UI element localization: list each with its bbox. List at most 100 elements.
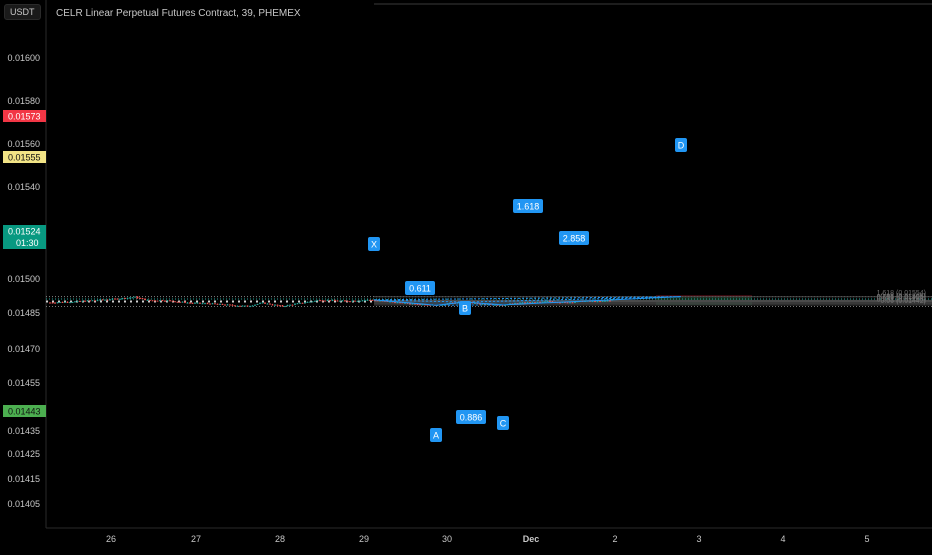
- candle-body: [267, 304, 269, 305]
- candle-body: [607, 301, 609, 302]
- candle-body: [252, 306, 254, 307]
- x-tick-label: 5: [864, 534, 869, 544]
- candle-body: [197, 303, 199, 304]
- candle-body: [164, 301, 166, 302]
- y-tick-label: 0.01455: [7, 378, 40, 388]
- candle-body: [102, 299, 104, 300]
- candle-body: [189, 303, 191, 304]
- ratio-label: 1.618: [517, 202, 540, 212]
- candle-body: [287, 305, 289, 306]
- candle-body: [292, 305, 294, 306]
- candle-body: [569, 302, 571, 303]
- fib-label: 0.06 (0.01442): [880, 298, 926, 305]
- candle-body: [284, 306, 286, 307]
- candle-body: [64, 302, 66, 303]
- candle-body: [609, 301, 611, 302]
- candle-body: [247, 306, 249, 307]
- candle-body: [322, 300, 324, 301]
- candle-body: [207, 303, 209, 304]
- candle-body: [227, 304, 229, 305]
- ratio-label: 2.858: [563, 234, 586, 244]
- candle-body: [357, 301, 359, 302]
- candle-body: [57, 302, 59, 303]
- candle-body: [604, 301, 606, 302]
- candle-body: [202, 303, 204, 304]
- currency-button[interactable]: USDT: [4, 4, 41, 20]
- candle-body: [574, 302, 576, 303]
- candle-body: [299, 303, 301, 304]
- candle-body: [342, 300, 344, 301]
- y-tick-label: 0.01560: [7, 139, 40, 149]
- candle-body: [249, 306, 251, 307]
- candle-body: [52, 303, 54, 304]
- candle-body: [89, 300, 91, 301]
- candle-body: [362, 300, 364, 301]
- y-tick-label: 0.01415: [7, 474, 40, 484]
- x-tick-label: 4: [780, 534, 785, 544]
- candle-body: [339, 301, 341, 302]
- candle-body: [127, 298, 129, 299]
- candle-body: [349, 301, 351, 302]
- candle-body: [304, 303, 306, 304]
- candle-body: [364, 300, 366, 301]
- candle-body: [274, 305, 276, 306]
- pattern-point-label: B: [462, 304, 468, 314]
- candle-body: [359, 301, 361, 302]
- pattern-point-label: X: [371, 240, 377, 250]
- price-badge-label: 0.01555: [8, 153, 41, 163]
- candle-body: [142, 298, 144, 299]
- candle-body: [92, 300, 94, 301]
- candle-body: [222, 304, 224, 305]
- candle-body: [112, 299, 114, 300]
- chart-title: CELR Linear Perpetual Futures Contract, …: [56, 8, 301, 19]
- candle-body: [397, 302, 399, 303]
- candle-body: [289, 305, 291, 306]
- candle-body: [179, 302, 181, 303]
- candle-body: [184, 302, 186, 303]
- candle-body: [219, 304, 221, 305]
- candle-body: [367, 300, 369, 301]
- candle-body: [347, 301, 349, 302]
- candle-body: [599, 301, 601, 302]
- candle-body: [132, 297, 134, 298]
- candle-body: [232, 305, 234, 306]
- candle-body: [317, 300, 319, 301]
- countdown-label: 01:30: [16, 238, 39, 248]
- candle-body: [212, 303, 214, 304]
- candle-body: [254, 305, 256, 306]
- candle-body: [237, 306, 239, 307]
- candle-body: [104, 300, 106, 301]
- candle-body: [277, 305, 279, 306]
- candle-body: [97, 300, 99, 301]
- candle-body: [194, 303, 196, 304]
- candle-body: [147, 300, 149, 301]
- candle-body: [107, 300, 109, 301]
- y-tick-label: 0.01540: [7, 182, 40, 192]
- candle-body: [332, 300, 334, 301]
- y-tick-label: 0.01435: [7, 426, 40, 436]
- candle-body: [229, 304, 231, 305]
- x-tick-label: 2: [612, 534, 617, 544]
- candle-body: [279, 305, 281, 306]
- candle-body: [114, 299, 116, 300]
- candle-body: [149, 300, 151, 301]
- candle-body: [294, 304, 296, 305]
- x-tick-label: Dec: [523, 534, 540, 544]
- candle-body: [117, 299, 119, 300]
- candle-body: [209, 304, 211, 305]
- candle-body: [269, 304, 271, 305]
- candle-body: [372, 300, 374, 301]
- y-tick-label: 0.01600: [7, 53, 40, 63]
- candle-body: [79, 301, 81, 302]
- candle-body: [87, 300, 89, 301]
- candle-body: [369, 300, 371, 301]
- candle-body: [59, 302, 61, 303]
- candle-body: [99, 299, 101, 300]
- candle-body: [172, 301, 174, 302]
- x-tick-label: 29: [359, 534, 369, 544]
- candle-body: [84, 301, 86, 302]
- candle-body: [74, 301, 76, 302]
- y-tick-label: 0.01405: [7, 499, 40, 509]
